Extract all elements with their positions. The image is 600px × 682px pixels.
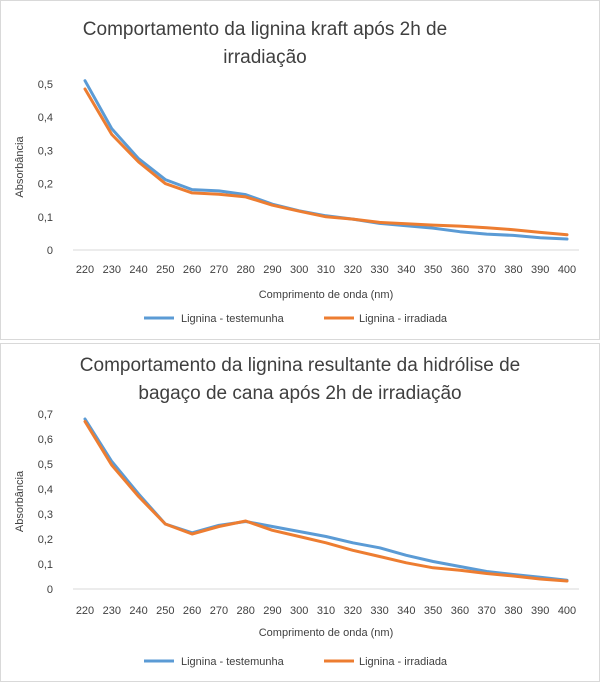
x-tick-label: 280 [236, 605, 254, 617]
x-tick-label: 230 [103, 605, 121, 617]
chart-title-line: Comportamento da lignina resultante da h… [80, 355, 520, 376]
legend-label-irradiada: Lignina - irradiada [359, 656, 448, 668]
y-tick-label: 0,4 [38, 484, 53, 496]
y-tick-label: 0,3 [38, 509, 53, 521]
y-axis-label: Absorbância [14, 470, 26, 532]
x-axis-label: Comprimento de onda (nm) [259, 289, 394, 301]
y-tick-label: 0 [47, 245, 53, 257]
x-tick-label: 300 [290, 605, 308, 617]
x-tick-label: 250 [156, 264, 174, 276]
x-tick-label: 390 [531, 605, 549, 617]
x-tick-label: 400 [558, 264, 576, 276]
x-tick-label: 240 [129, 605, 147, 617]
x-tick-label: 370 [477, 264, 495, 276]
series-line-testemunha [83, 79, 569, 241]
x-tick-label: 240 [129, 264, 147, 276]
x-tick-label: 260 [183, 605, 201, 617]
chart-kraft: Comportamento da lignina kraft após 2h d… [14, 19, 579, 325]
x-tick-label: 330 [370, 605, 388, 617]
chart-panel-kraft: Comportamento da lignina kraft após 2h d… [0, 0, 600, 340]
x-tick-label: 380 [504, 264, 522, 276]
x-tick-label: 260 [183, 264, 201, 276]
y-tick-label: 0,1 [38, 559, 53, 571]
series-line-irradiada [83, 420, 569, 583]
y-tick-label: 0,5 [38, 459, 53, 471]
y-tick-label: 0 [47, 584, 53, 596]
x-tick-label: 280 [236, 264, 254, 276]
x-tick-label: 250 [156, 605, 174, 617]
x-tick-label: 360 [451, 264, 469, 276]
legend-label-testemunha: Lignina - testemunha [181, 313, 285, 325]
y-tick-label: 0,7 [38, 409, 53, 421]
y-tick-label: 0,1 [38, 212, 53, 224]
x-tick-label: 370 [477, 605, 495, 617]
x-tick-label: 270 [210, 264, 228, 276]
x-tick-label: 310 [317, 264, 335, 276]
chart-bagaco: Comportamento da lignina resultante da h… [14, 355, 579, 668]
y-tick-label: 0,2 [38, 534, 53, 546]
x-tick-label: 340 [397, 264, 415, 276]
x-tick-label: 290 [263, 264, 281, 276]
legend-label-testemunha: Lignina - testemunha [181, 656, 285, 668]
chart-panel-bagaco: Comportamento da lignina resultante da h… [0, 343, 600, 682]
x-tick-label: 300 [290, 264, 308, 276]
y-tick-label: 0,2 [38, 179, 53, 191]
x-tick-label: 340 [397, 605, 415, 617]
y-tick-label: 0,5 [38, 79, 53, 91]
x-tick-label: 220 [76, 264, 94, 276]
y-tick-label: 0,4 [38, 112, 53, 124]
x-tick-label: 320 [344, 605, 362, 617]
x-tick-label: 230 [103, 264, 121, 276]
x-tick-label: 270 [210, 605, 228, 617]
legend-label-irradiada: Lignina - irradiada [359, 313, 448, 325]
chart-title-line: bagaço de cana após 2h de irradiação [138, 383, 461, 404]
x-tick-label: 320 [344, 264, 362, 276]
x-tick-label: 350 [424, 264, 442, 276]
chart-title-line: irradiação [223, 47, 306, 68]
x-tick-label: 390 [531, 264, 549, 276]
chart-title-line: Comportamento da lignina kraft após 2h d… [83, 19, 447, 40]
x-tick-label: 330 [370, 264, 388, 276]
x-tick-label: 220 [76, 605, 94, 617]
x-tick-label: 310 [317, 605, 335, 617]
x-tick-label: 400 [558, 605, 576, 617]
y-tick-label: 0,3 [38, 145, 53, 157]
series-line-testemunha [83, 417, 569, 582]
x-axis-label: Comprimento de onda (nm) [259, 627, 394, 639]
y-axis-label: Absorbância [14, 136, 26, 198]
x-tick-label: 290 [263, 605, 281, 617]
y-tick-label: 0,6 [38, 434, 53, 446]
x-tick-label: 380 [504, 605, 522, 617]
x-tick-label: 350 [424, 605, 442, 617]
x-tick-label: 360 [451, 605, 469, 617]
series-line-irradiada [83, 87, 569, 237]
